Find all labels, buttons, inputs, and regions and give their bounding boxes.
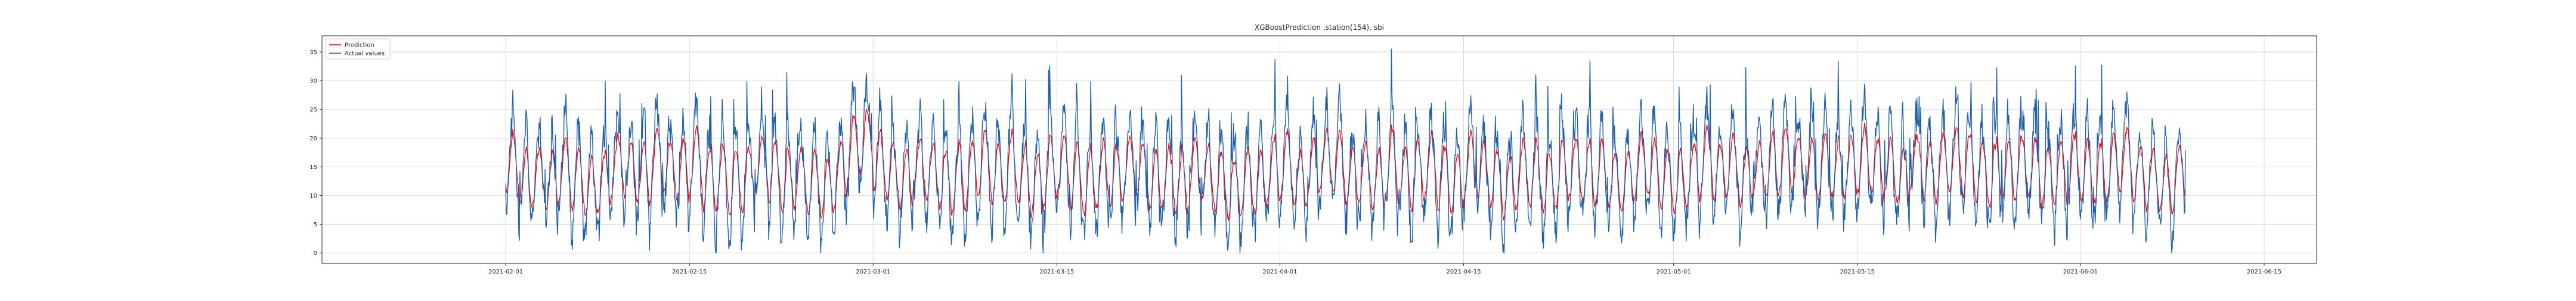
series-layer [505,48,2186,254]
x-tick-label: 2021-02-15 [672,269,707,275]
x-tick-label: 2021-04-01 [1262,269,1297,275]
x-axis: 2021-02-01 2021-02-15 2021-03-01 2021-03-15… [488,263,2281,275]
x-tick-label: 2021-02-01 [488,269,523,275]
x-tick-label: 2021-04-15 [1447,269,1481,275]
y-axis: 0 5 10 15 20 25 30 35 [309,49,322,257]
x-tick-label: 2021-06-15 [2247,269,2281,275]
y-tick-label: 5 [314,222,317,228]
y-tick-label: 25 [309,107,317,113]
legend-box [325,38,391,60]
x-tick-label: 2021-05-01 [1657,269,1691,275]
x-tick-label: 2021-05-15 [1840,269,1875,275]
legend-label-prediction: Prediction [345,42,374,49]
y-tick-label: 20 [309,136,317,142]
x-tick-label: 2021-03-01 [856,269,890,275]
y-tick-label: 10 [309,193,317,199]
legend: Prediction Actual values [325,38,391,60]
x-tick-label: 2021-06-01 [2063,269,2098,275]
series-line-prediction [505,109,2186,221]
y-tick-label: 35 [309,49,317,56]
series-line-actual-values [505,48,2186,254]
plot-frame [321,35,2317,264]
y-tick-label: 0 [314,250,317,257]
legend-label-actual-values: Actual values [345,51,385,57]
chart-title: XGBoostPrediction ,station(154), sbi [1255,23,1384,32]
x-tick-label: 2021-03-15 [1039,269,1074,275]
grid [322,36,2317,263]
y-tick-label: 30 [309,78,317,85]
y-tick-label: 15 [309,164,317,171]
